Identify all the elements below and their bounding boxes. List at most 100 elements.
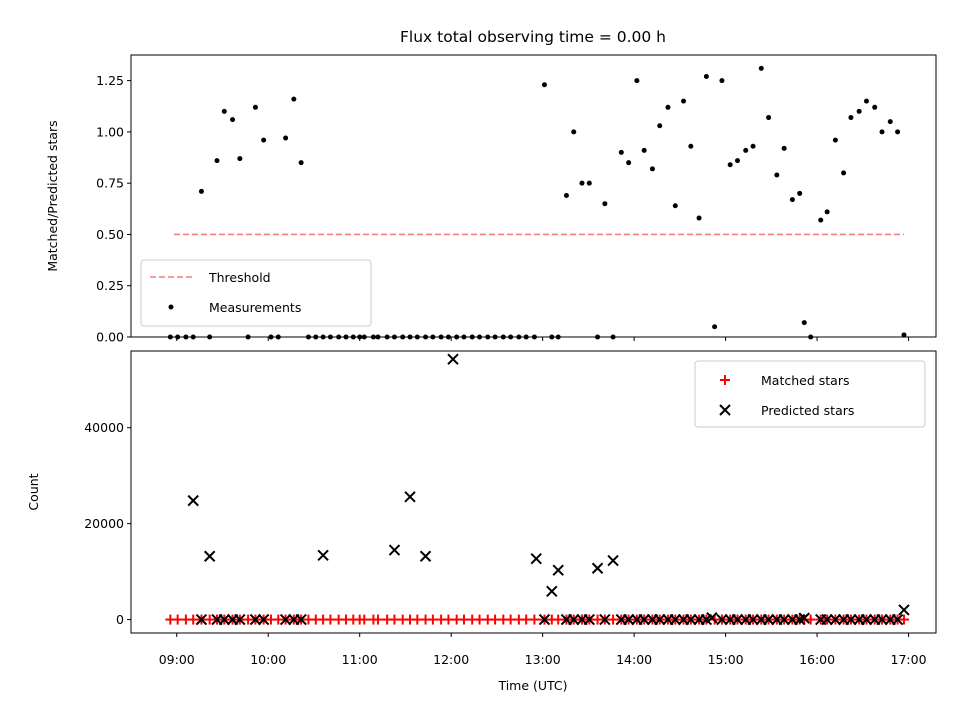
- bottom-x-ticks: 09:00 10:00 11:00 12:00 13:00 14:00 15:00 16:00…: [159, 633, 927, 667]
- measurements-point: [586, 180, 592, 186]
- top-legend: Threshold Measurements: [140, 259, 372, 327]
- measurements-point: [602, 201, 608, 207]
- measurements-point: [766, 115, 772, 121]
- bottom-x-tick-label: 12:00: [433, 652, 469, 667]
- predicted-stars-point: [530, 552, 542, 565]
- measurements-point: [856, 108, 862, 114]
- predicted-stars-point: [404, 491, 416, 503]
- top-y-tick-label: 1.00: [96, 124, 124, 139]
- measurements-point: [681, 98, 687, 104]
- bottom-x-axis-label: Time (UTC): [497, 678, 567, 693]
- legend-measurements-swatch: [168, 304, 174, 310]
- top-y-axis-label: Matched/Predicted stars: [45, 120, 60, 271]
- top-y-tick-label: 1.25: [96, 73, 124, 88]
- measurements-point: [743, 147, 749, 153]
- measurements-point: [841, 170, 847, 176]
- bottom-y-tick-label: 0: [116, 612, 124, 627]
- predicted-stars-point: [898, 604, 910, 616]
- measurements-point: [221, 108, 227, 114]
- measurements-point: [879, 129, 885, 135]
- predicted-stars-point: [552, 564, 564, 576]
- predicted-stars-point: [295, 613, 307, 626]
- top-axes-frame: [130, 54, 937, 338]
- measurements-point: [672, 203, 678, 209]
- predicted-stars-point: [546, 585, 558, 597]
- measurements-point: [719, 78, 725, 84]
- measurements-point: [818, 217, 824, 223]
- measurements-point: [230, 117, 236, 123]
- measurements-point: [848, 115, 854, 121]
- top-x-ticks: [176, 337, 910, 341]
- measurements-point: [688, 143, 694, 149]
- measurements-point: [750, 143, 756, 149]
- predicted-stars-point: [762, 613, 775, 626]
- measurements-point: [797, 190, 803, 196]
- matched-stars-point: [805, 614, 816, 625]
- measurements-point: [712, 324, 718, 330]
- predicted-stars-point: [798, 612, 810, 624]
- measurements-point: [283, 135, 289, 141]
- predicted-stars-point: [829, 613, 842, 626]
- predicted-stars-point: [599, 613, 611, 626]
- bottom-x-tick-label: 14:00: [616, 652, 652, 667]
- predicted-stars-point: [388, 544, 401, 556]
- measurements-point: [634, 78, 640, 84]
- measurements-point: [824, 209, 830, 215]
- predicted-stars-point: [234, 613, 246, 626]
- predicted-stars-point: [778, 613, 790, 626]
- predicted-stars-point: [317, 549, 329, 562]
- matched-stars-point: [372, 614, 383, 625]
- measurements-point: [626, 160, 632, 166]
- bottom-y-tick-label: 20000: [84, 516, 124, 531]
- measurements-point: [571, 129, 577, 135]
- measurements-point: [563, 192, 569, 198]
- top-y-tick-label: 0.50: [96, 227, 124, 242]
- predicted-stars-point: [187, 494, 199, 507]
- top-panel: 0.00 0.25 0.50 0.75 1.00 1.25 Matched/Predict…: [45, 54, 937, 345]
- measurements-point: [198, 188, 204, 194]
- measurements-point: [832, 137, 838, 143]
- measurements-point: [801, 320, 807, 326]
- measurements-point: [541, 82, 547, 88]
- measurements-point: [214, 158, 220, 164]
- bottom-axes-frame: [130, 350, 937, 634]
- measurements-point: [789, 197, 795, 203]
- bottom-x-tick-label: 15:00: [708, 652, 744, 667]
- predicted-stars-point: [891, 613, 904, 626]
- predicted-stars-point: [821, 613, 833, 626]
- matched-stars-point: [529, 614, 540, 625]
- legend-predicted-swatch: [719, 404, 731, 416]
- measurements-point: [863, 98, 869, 104]
- predicted-stars-point: [638, 613, 650, 626]
- measurements-point: [696, 215, 702, 221]
- measurements-point: [237, 156, 243, 162]
- measurements-point: [734, 158, 740, 164]
- predicted-stars-point: [622, 613, 635, 626]
- measurements-point: [781, 145, 787, 151]
- top-legend-box: [140, 259, 372, 327]
- predicted-stars-point: [568, 613, 580, 626]
- legend-matched-swatch: [720, 375, 730, 385]
- predicted-stars-point: [538, 613, 551, 626]
- measurements-point: [618, 149, 624, 155]
- top-chart-title: Flux total observing time = 0.00 h: [400, 28, 666, 46]
- measurements-point: [887, 119, 893, 125]
- predicted-stars-point: [876, 613, 888, 626]
- top-y-tick-label: 0.25: [96, 278, 124, 293]
- predicted-stars-point: [583, 613, 596, 626]
- legend-measurements-label: Measurements: [209, 300, 301, 315]
- predicted-stars-point: [203, 550, 216, 562]
- predicted-stars-point: [860, 613, 873, 626]
- predicted-stars-point: [654, 613, 666, 626]
- predicted-stars-point: [845, 613, 857, 626]
- measurements-point: [252, 104, 258, 110]
- measurements-point: [579, 180, 585, 186]
- measurements-point: [901, 332, 907, 338]
- legend-threshold-label: Threshold: [208, 270, 271, 285]
- predicted-stars-point: [669, 613, 681, 626]
- top-y-tick-label: 0.00: [96, 330, 124, 345]
- bottom-y-ticks: 0 20000 40000: [84, 420, 131, 627]
- bottom-y-tick-label: 40000: [84, 420, 124, 435]
- measurements-point: [641, 147, 647, 153]
